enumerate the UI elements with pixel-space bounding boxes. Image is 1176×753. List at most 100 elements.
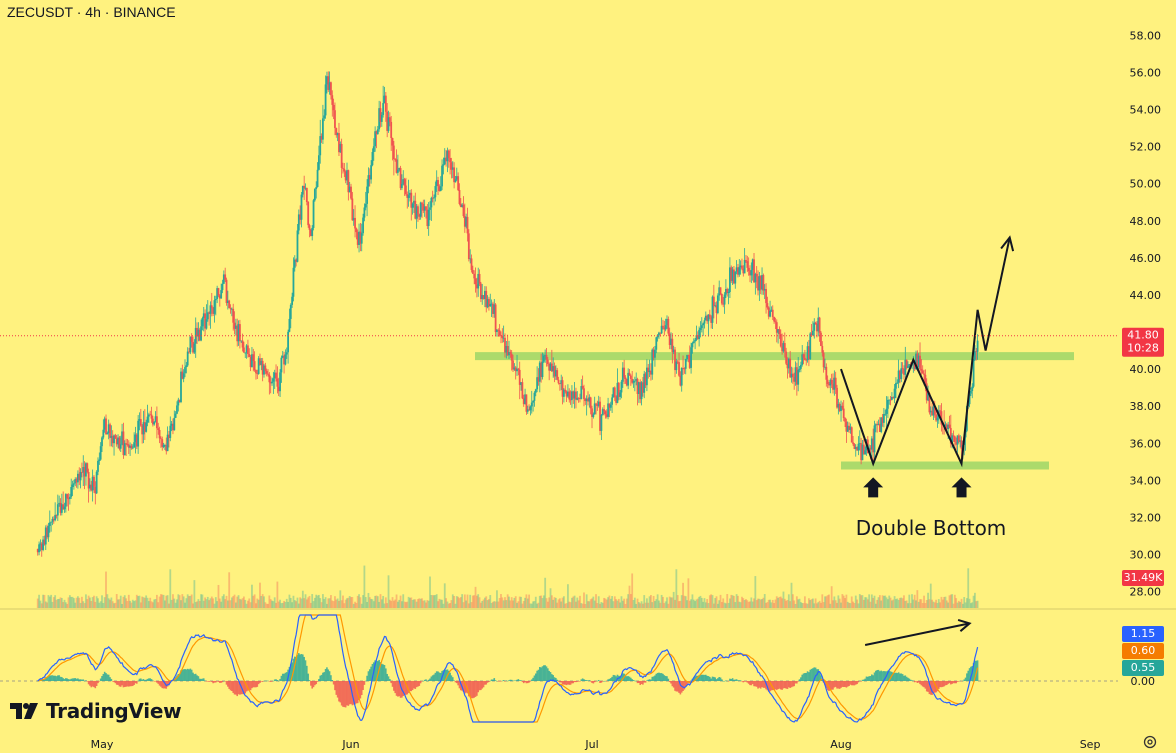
- macd-hist-bar: [97, 681, 99, 684]
- macd-hist-bar: [194, 673, 197, 681]
- candle: [521, 378, 524, 400]
- volume-bar: [504, 597, 506, 608]
- macd-trend-line[interactable]: [864, 622, 970, 646]
- macd-hist-bar: [285, 672, 288, 681]
- volume-bar: [71, 596, 74, 608]
- macd-pane[interactable]: [0, 614, 1118, 723]
- volume-bar: [549, 588, 552, 608]
- candle: [722, 296, 725, 308]
- support-resistance-bands[interactable]: [475, 352, 1074, 470]
- candle: [364, 191, 367, 211]
- macd-hist-bar: [315, 681, 318, 685]
- volume-bar: [795, 596, 798, 608]
- volume-bar: [568, 601, 571, 608]
- macd-hist-bar: [402, 681, 405, 696]
- candle: [287, 329, 289, 364]
- macd-hist-bar: [924, 681, 927, 689]
- candle: [63, 502, 66, 513]
- candle: [743, 248, 746, 274]
- candle: [115, 434, 118, 447]
- candle: [501, 328, 504, 343]
- volume-bar: [429, 576, 431, 608]
- price-pane[interactable]: [0, 71, 1118, 608]
- candle: [607, 397, 609, 420]
- double-bottom-drawing[interactable]: [840, 235, 1015, 498]
- volume-bar: [291, 602, 294, 608]
- volume-bar: [540, 595, 543, 608]
- candle: [93, 475, 95, 493]
- tradingview-logo[interactable]: TradingView: [10, 699, 182, 723]
- volume-bar: [107, 598, 110, 608]
- volume-bar: [151, 602, 154, 608]
- time-tick-label: Jun: [341, 738, 359, 751]
- double-bottom-zigzag[interactable]: [840, 237, 1011, 468]
- macd-hist-bar: [58, 675, 60, 681]
- volume-bar: [224, 599, 227, 608]
- macd-hist-bar: [608, 678, 611, 681]
- settings-icon[interactable]: [1142, 734, 1158, 750]
- volume-bar: [117, 599, 119, 608]
- macd-hist-bar: [858, 680, 861, 682]
- candle: [400, 174, 403, 191]
- macd-hist-bar: [502, 680, 505, 681]
- candle: [338, 122, 340, 157]
- volume-bar: [125, 598, 127, 608]
- macd-hist-bar: [895, 672, 897, 681]
- macd-trend-arrow[interactable]: [864, 618, 972, 646]
- macd-hist-bar: [451, 677, 454, 681]
- volume-bar: [880, 600, 883, 608]
- volume-bar: [919, 599, 921, 608]
- volume-bar: [185, 598, 188, 608]
- candle: [696, 331, 699, 340]
- candle: [750, 262, 753, 284]
- symbol-title[interactable]: ZECUSDT · 4h · BINANCE: [7, 4, 176, 20]
- candle: [647, 364, 650, 379]
- volume-bar: [78, 597, 81, 608]
- resistance-band[interactable]: [475, 352, 1074, 361]
- candle: [233, 311, 236, 335]
- candle: [690, 342, 692, 374]
- macd-hist-bar: [903, 675, 905, 681]
- macd-hist-bar: [706, 675, 708, 681]
- candle: [330, 81, 332, 100]
- price-tick-label: 54.00: [1130, 104, 1162, 117]
- macd-hist-bar: [101, 676, 103, 681]
- volume-bar: [762, 597, 765, 608]
- candle: [632, 379, 635, 388]
- macd-hist-bar: [879, 671, 881, 681]
- candle: [301, 185, 304, 198]
- candle: [391, 137, 394, 161]
- volume-bar: [747, 601, 750, 608]
- macd-hist-bar: [453, 680, 455, 681]
- candle: [948, 415, 951, 429]
- volume-bar: [620, 596, 623, 608]
- price-tick-label: 44.00: [1130, 289, 1162, 302]
- candle: [213, 295, 216, 323]
- volume-bar: [106, 594, 109, 608]
- candle: [789, 350, 792, 378]
- candle: [384, 91, 387, 122]
- volume-bar: [289, 597, 292, 608]
- volume-bar: [715, 596, 718, 608]
- support-band[interactable]: [841, 461, 1049, 470]
- macd-hist-bar: [556, 679, 559, 681]
- candles[interactable]: [36, 71, 979, 557]
- candle: [300, 191, 303, 228]
- macd-axis[interactable]: 0.00: [1131, 675, 1156, 688]
- candle: [342, 162, 344, 174]
- candle: [358, 223, 360, 253]
- candle: [935, 411, 937, 423]
- macd-hist-bar: [59, 676, 62, 681]
- volume-bar: [708, 595, 711, 608]
- candle: [395, 149, 398, 174]
- price-axis[interactable]: 28.0030.0032.0034.0036.0038.0040.0042.00…: [1130, 29, 1162, 598]
- price-tick-label: 46.00: [1130, 252, 1162, 265]
- candle: [528, 404, 530, 411]
- volume-bar: [374, 595, 377, 608]
- candle: [458, 183, 461, 206]
- time-axis[interactable]: May Jun Jul Aug Sep: [91, 738, 1101, 751]
- candle: [272, 371, 275, 394]
- macd-hist-bar: [818, 671, 821, 681]
- macd-hist-bar: [565, 681, 568, 686]
